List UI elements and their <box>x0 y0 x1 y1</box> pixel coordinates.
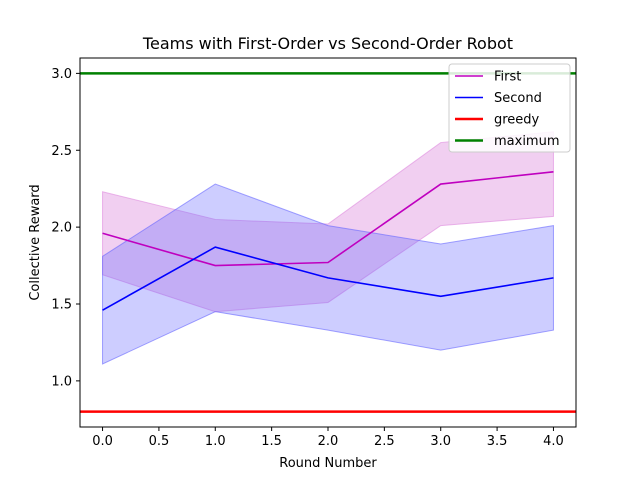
chart-title: Teams with First-Order vs Second-Order R… <box>142 34 513 53</box>
x-tick-label: 1.0 <box>205 434 226 449</box>
legend-box <box>448 63 571 153</box>
x-tick-label: 2.5 <box>374 434 395 449</box>
legend-label-second: Second <box>494 91 542 106</box>
x-tick-label: 2.0 <box>318 434 339 449</box>
y-tick-label: 3.0 <box>51 67 72 82</box>
x-tick-label: 1.5 <box>261 434 282 449</box>
x-tick-label: 0.0 <box>92 434 113 449</box>
series-line-first <box>102 170 554 267</box>
x-tick-label: 3.5 <box>487 434 508 449</box>
series-line-second <box>102 246 554 311</box>
legend-label-first: First <box>494 70 521 85</box>
band-second <box>102 183 554 365</box>
y-tick-label: 2.0 <box>51 221 72 236</box>
y-tick-label: 1.0 <box>51 374 72 389</box>
legend-label-maximum: maximum <box>494 134 560 149</box>
x-axis-title: Round Number <box>279 456 377 471</box>
y-tick-label: 2.5 <box>51 144 72 159</box>
legend: First Second greedy maximum <box>448 63 571 153</box>
x-tick-label: 0.5 <box>149 434 170 449</box>
band-first <box>102 131 554 313</box>
y-axis-title: Collective Reward <box>28 184 43 300</box>
x-tick-label: 4.0 <box>543 434 564 449</box>
legend-label-greedy: greedy <box>494 113 540 128</box>
axes: 0.0 0.5 1.0 1.5 2.0 2.5 3.0 3.5 4.0 1.0 1.5 2.0 2.5 3… <box>51 67 563 449</box>
y-tick-label: 1.5 <box>51 298 72 313</box>
x-tick-label: 3.0 <box>430 434 451 449</box>
